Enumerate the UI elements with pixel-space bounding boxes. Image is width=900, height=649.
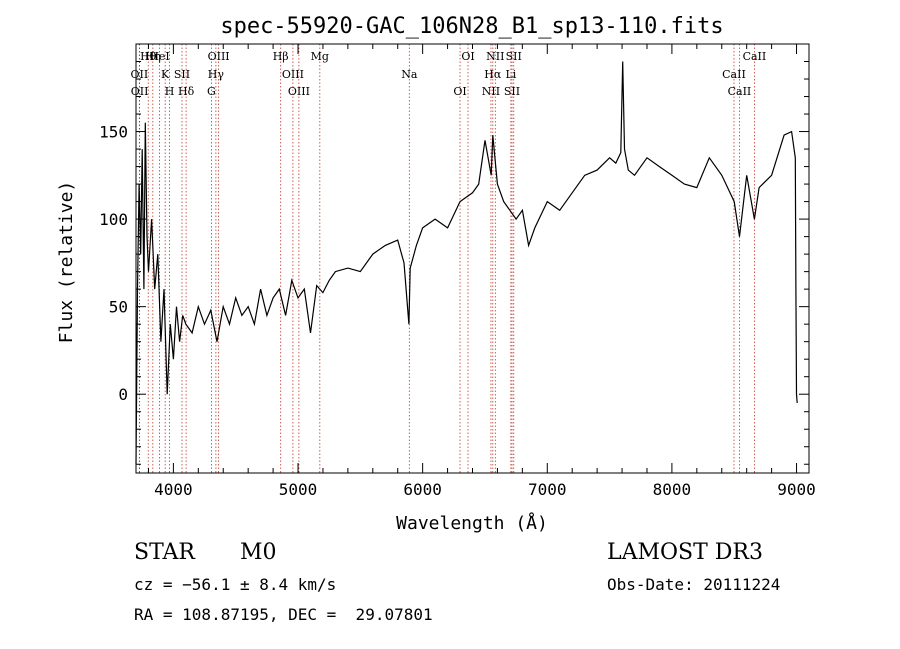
line-label: G bbox=[207, 85, 216, 98]
line-label: Hθ bbox=[140, 50, 157, 63]
x-tick-label: 8000 bbox=[653, 480, 692, 499]
x-axis-label: Wavelength (Å) bbox=[396, 512, 548, 534]
plot-frame bbox=[135, 43, 810, 474]
x-tick-label: 9000 bbox=[777, 480, 816, 499]
line-label: Hδ bbox=[178, 85, 195, 98]
line-label: Mg bbox=[311, 50, 329, 63]
line-label: Na bbox=[401, 68, 418, 81]
line-label: H bbox=[165, 85, 175, 98]
y-tick-label: 100 bbox=[99, 210, 128, 229]
obs-date: Obs-Date: 20111224 bbox=[607, 575, 781, 594]
line-label: OI bbox=[453, 85, 466, 98]
redshift-text: cz = −56.1 ± 8.4 km/s bbox=[134, 575, 337, 594]
line-label: HeI bbox=[149, 50, 169, 63]
line-label: OII bbox=[131, 68, 149, 81]
spectrum-line bbox=[135, 61, 798, 465]
x-axis-ticks: 4000 5000 6000 7000 8000 9000 bbox=[147, 44, 816, 499]
line-label: Hβ bbox=[273, 50, 289, 63]
y-tick-label: 0 bbox=[118, 385, 128, 404]
coordinates-text: RA = 108.87195, DEC = 29.07801 bbox=[134, 605, 433, 624]
y-tick-label: 50 bbox=[109, 298, 128, 317]
spectral-line-markers bbox=[138, 44, 755, 473]
object-subclass: M0 bbox=[240, 540, 277, 565]
line-label: OII bbox=[131, 85, 149, 98]
x-tick-label: 5000 bbox=[279, 480, 318, 499]
line-label: Li bbox=[505, 68, 516, 81]
survey-name: LAMOST DR3 bbox=[607, 540, 763, 565]
object-class: STAR bbox=[134, 540, 195, 565]
line-label: Hγ bbox=[208, 68, 225, 81]
y-tick-label: 150 bbox=[99, 123, 128, 142]
line-label: OIII bbox=[282, 68, 304, 81]
line-label: OIII bbox=[208, 50, 230, 63]
line-label: Hα bbox=[484, 68, 502, 81]
line-label: OIII bbox=[288, 85, 310, 98]
line-label: SII bbox=[174, 68, 190, 81]
line-label: CaII bbox=[722, 68, 746, 81]
y-axis-ticks: 0 50 100 150 bbox=[99, 61, 809, 465]
line-label: SII bbox=[506, 50, 522, 63]
line-label: OI bbox=[461, 50, 474, 63]
line-label: CaII bbox=[743, 50, 767, 63]
x-tick-label: 6000 bbox=[403, 480, 442, 499]
chart-title: spec-55920-GAC_106N28_B1_sp13-110.fits bbox=[220, 14, 723, 39]
line-label: Hη bbox=[145, 50, 161, 63]
line-label: NII bbox=[486, 50, 504, 63]
line-label: SII bbox=[504, 85, 520, 98]
y-axis-label: Flux (relative) bbox=[56, 181, 77, 344]
line-label: CaII bbox=[728, 85, 752, 98]
x-tick-label: 7000 bbox=[528, 480, 567, 499]
line-label: K bbox=[161, 68, 170, 81]
x-tick-label: 4000 bbox=[154, 480, 193, 499]
line-label: NII bbox=[482, 85, 500, 98]
